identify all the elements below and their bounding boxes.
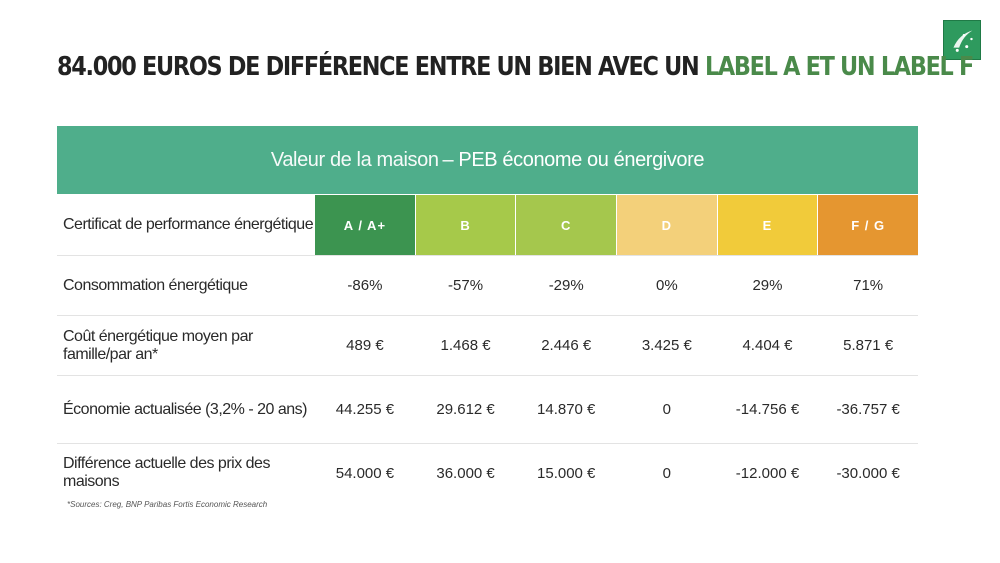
row-label: Différence actuelle des prix des maisons [63, 455, 270, 490]
table-cell: 489 € [346, 337, 384, 354]
table-cell: -30.000 € [836, 464, 900, 482]
table-cell: -29% [548, 277, 584, 294]
table-row: Économie actualisée (3,2% - 20 ans) 44.2… [57, 376, 918, 444]
table-cell: 44.255 € [335, 401, 395, 418]
grade-cell: A / A+ [315, 195, 415, 255]
table-banner: Valeur de la maison – PEB économe ou éne… [57, 126, 918, 194]
table-cell: 0 [662, 401, 672, 418]
title-dark: 84.000 EUROS DE DIFFÉRENCE ENTRE UN BIEN… [57, 52, 700, 82]
grade-cell: F / G [818, 195, 918, 255]
table-cell: 0% [656, 277, 678, 294]
table-cell: 3.425 € [641, 337, 692, 354]
energy-table: Valeur de la maison – PEB économe ou éne… [57, 126, 918, 502]
grade-cell: E [717, 195, 818, 255]
table-cell: 15.000 € [537, 464, 596, 482]
table-cell: 71% [853, 277, 884, 294]
table-cell: 1.468 € [440, 337, 491, 354]
table-row: Consommation énergétique -86% -57% -29% … [57, 256, 918, 316]
table-cell: 0 [662, 464, 672, 482]
title-green: LABEL A ET UN LABEL F [704, 52, 974, 82]
bank-logo [943, 20, 981, 60]
table-cell: -86% [347, 277, 383, 294]
page-title: 84.000 EUROS DE DIFFÉRENCE ENTRE UN BIEN… [57, 52, 974, 82]
table-cell: 2.446 € [541, 337, 592, 354]
table-cell: 29.612 € [436, 401, 495, 418]
table-cell: 4.404 € [742, 337, 793, 354]
row-label: Économie actualisée (3,2% - 20 ans) [63, 400, 307, 418]
banner-strong: – PEB économe ou énergivore [442, 148, 705, 171]
row-label: Coût énergétique moyen par famille/par a… [63, 327, 253, 363]
table-cell: 14.870 € [537, 401, 596, 418]
table-cell: -14.756 € [735, 401, 800, 418]
stars-logo-icon [953, 30, 973, 52]
grade-row: Certificat de performance énergétique A … [57, 195, 918, 256]
table-cell: 29% [752, 277, 783, 294]
grade-cell: C [516, 195, 617, 255]
row-label: Consommation énergétique [63, 276, 248, 294]
source-note: *Sources: Creg, BNP Paribas Fortis Econo… [67, 500, 268, 509]
table-row: Coût énergétique moyen par famille/par a… [57, 316, 918, 376]
table-cell: -57% [448, 277, 484, 294]
table-cell: 5.871 € [843, 337, 894, 354]
table-cell: -12.000 € [735, 464, 800, 482]
grade-cell: D [617, 195, 717, 255]
table-row: Différence actuelle des prix des maisons… [57, 444, 918, 502]
grade-cell: B [415, 195, 516, 255]
table-cell: -36.757 € [836, 401, 900, 418]
banner-light: Valeur de la maison [270, 148, 439, 171]
table-cell: 36.000 € [436, 464, 495, 482]
grade-row-label: Certificat de performance énergétique [63, 216, 314, 233]
table-cell: 54.000 € [335, 464, 395, 482]
